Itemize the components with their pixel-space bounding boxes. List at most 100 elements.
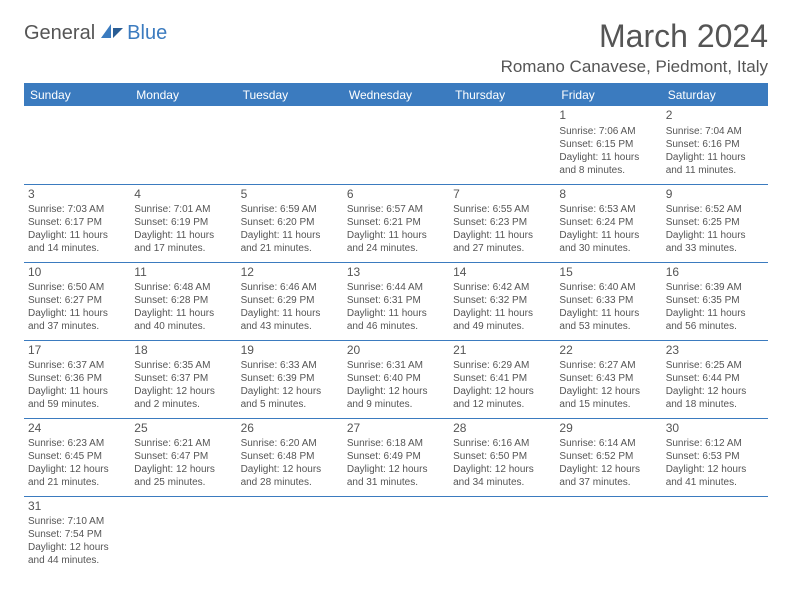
day-info: Sunrise: 6:33 AMSunset: 6:39 PMDaylight:… xyxy=(241,359,339,411)
day-cell: 2Sunrise: 7:04 AMSunset: 6:16 PMDaylight… xyxy=(662,106,768,184)
sail-icon xyxy=(99,22,125,45)
weekday-header: Friday xyxy=(555,84,661,107)
day-number: 15 xyxy=(559,265,657,281)
day-info: Sunrise: 6:20 AMSunset: 6:48 PMDaylight:… xyxy=(241,437,339,489)
calendar-table: SundayMondayTuesdayWednesdayThursdayFrid… xyxy=(24,83,768,574)
day-number: 23 xyxy=(666,343,764,359)
day-cell: 1Sunrise: 7:06 AMSunset: 6:15 PMDaylight… xyxy=(555,106,661,184)
day-info: Sunrise: 6:35 AMSunset: 6:37 PMDaylight:… xyxy=(134,359,232,411)
day-info: Sunrise: 6:14 AMSunset: 6:52 PMDaylight:… xyxy=(559,437,657,489)
day-number: 6 xyxy=(347,187,445,203)
day-cell: 11Sunrise: 6:48 AMSunset: 6:28 PMDayligh… xyxy=(130,262,236,340)
day-cell: 29Sunrise: 6:14 AMSunset: 6:52 PMDayligh… xyxy=(555,418,661,496)
day-number: 17 xyxy=(28,343,126,359)
weekday-header: Thursday xyxy=(449,84,555,107)
empty-cell xyxy=(130,106,236,184)
day-info: Sunrise: 6:29 AMSunset: 6:41 PMDaylight:… xyxy=(453,359,551,411)
day-info: Sunrise: 6:21 AMSunset: 6:47 PMDaylight:… xyxy=(134,437,232,489)
day-number: 10 xyxy=(28,265,126,281)
day-info: Sunrise: 6:55 AMSunset: 6:23 PMDaylight:… xyxy=(453,203,551,255)
day-cell: 8Sunrise: 6:53 AMSunset: 6:24 PMDaylight… xyxy=(555,184,661,262)
day-info: Sunrise: 6:52 AMSunset: 6:25 PMDaylight:… xyxy=(666,203,764,255)
calendar-row: 31Sunrise: 7:10 AMSunset: 7:54 PMDayligh… xyxy=(24,496,768,574)
day-number: 19 xyxy=(241,343,339,359)
title-block: March 2024 Romano Canavese, Piedmont, It… xyxy=(501,18,768,77)
location: Romano Canavese, Piedmont, Italy xyxy=(501,57,768,77)
day-number: 9 xyxy=(666,187,764,203)
calendar-row: 10Sunrise: 6:50 AMSunset: 6:27 PMDayligh… xyxy=(24,262,768,340)
weekday-header: Sunday xyxy=(24,84,130,107)
calendar-row: 17Sunrise: 6:37 AMSunset: 6:36 PMDayligh… xyxy=(24,340,768,418)
day-cell: 21Sunrise: 6:29 AMSunset: 6:41 PMDayligh… xyxy=(449,340,555,418)
empty-cell xyxy=(130,496,236,574)
day-info: Sunrise: 7:01 AMSunset: 6:19 PMDaylight:… xyxy=(134,203,232,255)
day-cell: 19Sunrise: 6:33 AMSunset: 6:39 PMDayligh… xyxy=(237,340,343,418)
day-cell: 17Sunrise: 6:37 AMSunset: 6:36 PMDayligh… xyxy=(24,340,130,418)
day-info: Sunrise: 6:18 AMSunset: 6:49 PMDaylight:… xyxy=(347,437,445,489)
calendar-body: 1Sunrise: 7:06 AMSunset: 6:15 PMDaylight… xyxy=(24,106,768,574)
logo: General Blue xyxy=(24,18,167,45)
day-info: Sunrise: 6:53 AMSunset: 6:24 PMDaylight:… xyxy=(559,203,657,255)
day-info: Sunrise: 6:44 AMSunset: 6:31 PMDaylight:… xyxy=(347,281,445,333)
day-number: 7 xyxy=(453,187,551,203)
day-number: 3 xyxy=(28,187,126,203)
day-info: Sunrise: 6:39 AMSunset: 6:35 PMDaylight:… xyxy=(666,281,764,333)
day-cell: 24Sunrise: 6:23 AMSunset: 6:45 PMDayligh… xyxy=(24,418,130,496)
day-number: 13 xyxy=(347,265,445,281)
day-cell: 16Sunrise: 6:39 AMSunset: 6:35 PMDayligh… xyxy=(662,262,768,340)
day-info: Sunrise: 6:50 AMSunset: 6:27 PMDaylight:… xyxy=(28,281,126,333)
day-cell: 30Sunrise: 6:12 AMSunset: 6:53 PMDayligh… xyxy=(662,418,768,496)
day-cell: 26Sunrise: 6:20 AMSunset: 6:48 PMDayligh… xyxy=(237,418,343,496)
day-info: Sunrise: 7:04 AMSunset: 6:16 PMDaylight:… xyxy=(666,125,764,177)
calendar-row: 24Sunrise: 6:23 AMSunset: 6:45 PMDayligh… xyxy=(24,418,768,496)
empty-cell xyxy=(24,106,130,184)
calendar-row: 1Sunrise: 7:06 AMSunset: 6:15 PMDaylight… xyxy=(24,106,768,184)
day-number: 16 xyxy=(666,265,764,281)
day-info: Sunrise: 7:06 AMSunset: 6:15 PMDaylight:… xyxy=(559,125,657,177)
empty-cell xyxy=(449,496,555,574)
day-number: 2 xyxy=(666,108,764,124)
day-info: Sunrise: 6:42 AMSunset: 6:32 PMDaylight:… xyxy=(453,281,551,333)
day-cell: 10Sunrise: 6:50 AMSunset: 6:27 PMDayligh… xyxy=(24,262,130,340)
weekday-header: Saturday xyxy=(662,84,768,107)
header: General Blue March 2024 Romano Canavese,… xyxy=(24,18,768,77)
day-number: 4 xyxy=(134,187,232,203)
day-cell: 31Sunrise: 7:10 AMSunset: 7:54 PMDayligh… xyxy=(24,496,130,574)
empty-cell xyxy=(449,106,555,184)
empty-cell xyxy=(237,496,343,574)
day-number: 24 xyxy=(28,421,126,437)
day-number: 5 xyxy=(241,187,339,203)
calendar-row: 3Sunrise: 7:03 AMSunset: 6:17 PMDaylight… xyxy=(24,184,768,262)
day-cell: 27Sunrise: 6:18 AMSunset: 6:49 PMDayligh… xyxy=(343,418,449,496)
day-number: 29 xyxy=(559,421,657,437)
day-cell: 12Sunrise: 6:46 AMSunset: 6:29 PMDayligh… xyxy=(237,262,343,340)
weekday-header: Monday xyxy=(130,84,236,107)
day-number: 25 xyxy=(134,421,232,437)
weekday-header: Wednesday xyxy=(343,84,449,107)
day-info: Sunrise: 6:12 AMSunset: 6:53 PMDaylight:… xyxy=(666,437,764,489)
day-cell: 14Sunrise: 6:42 AMSunset: 6:32 PMDayligh… xyxy=(449,262,555,340)
day-info: Sunrise: 6:23 AMSunset: 6:45 PMDaylight:… xyxy=(28,437,126,489)
day-cell: 5Sunrise: 6:59 AMSunset: 6:20 PMDaylight… xyxy=(237,184,343,262)
day-number: 22 xyxy=(559,343,657,359)
day-cell: 23Sunrise: 6:25 AMSunset: 6:44 PMDayligh… xyxy=(662,340,768,418)
empty-cell xyxy=(343,496,449,574)
day-number: 27 xyxy=(347,421,445,437)
month-title: March 2024 xyxy=(501,18,768,55)
day-number: 8 xyxy=(559,187,657,203)
day-cell: 13Sunrise: 6:44 AMSunset: 6:31 PMDayligh… xyxy=(343,262,449,340)
empty-cell xyxy=(343,106,449,184)
day-info: Sunrise: 6:57 AMSunset: 6:21 PMDaylight:… xyxy=(347,203,445,255)
day-number: 1 xyxy=(559,108,657,124)
day-number: 18 xyxy=(134,343,232,359)
day-cell: 28Sunrise: 6:16 AMSunset: 6:50 PMDayligh… xyxy=(449,418,555,496)
day-info: Sunrise: 6:16 AMSunset: 6:50 PMDaylight:… xyxy=(453,437,551,489)
day-info: Sunrise: 7:10 AMSunset: 7:54 PMDaylight:… xyxy=(28,515,126,567)
day-cell: 22Sunrise: 6:27 AMSunset: 6:43 PMDayligh… xyxy=(555,340,661,418)
weekday-header: Tuesday xyxy=(237,84,343,107)
day-info: Sunrise: 7:03 AMSunset: 6:17 PMDaylight:… xyxy=(28,203,126,255)
empty-cell xyxy=(555,496,661,574)
day-info: Sunrise: 6:46 AMSunset: 6:29 PMDaylight:… xyxy=(241,281,339,333)
day-info: Sunrise: 6:31 AMSunset: 6:40 PMDaylight:… xyxy=(347,359,445,411)
day-number: 28 xyxy=(453,421,551,437)
